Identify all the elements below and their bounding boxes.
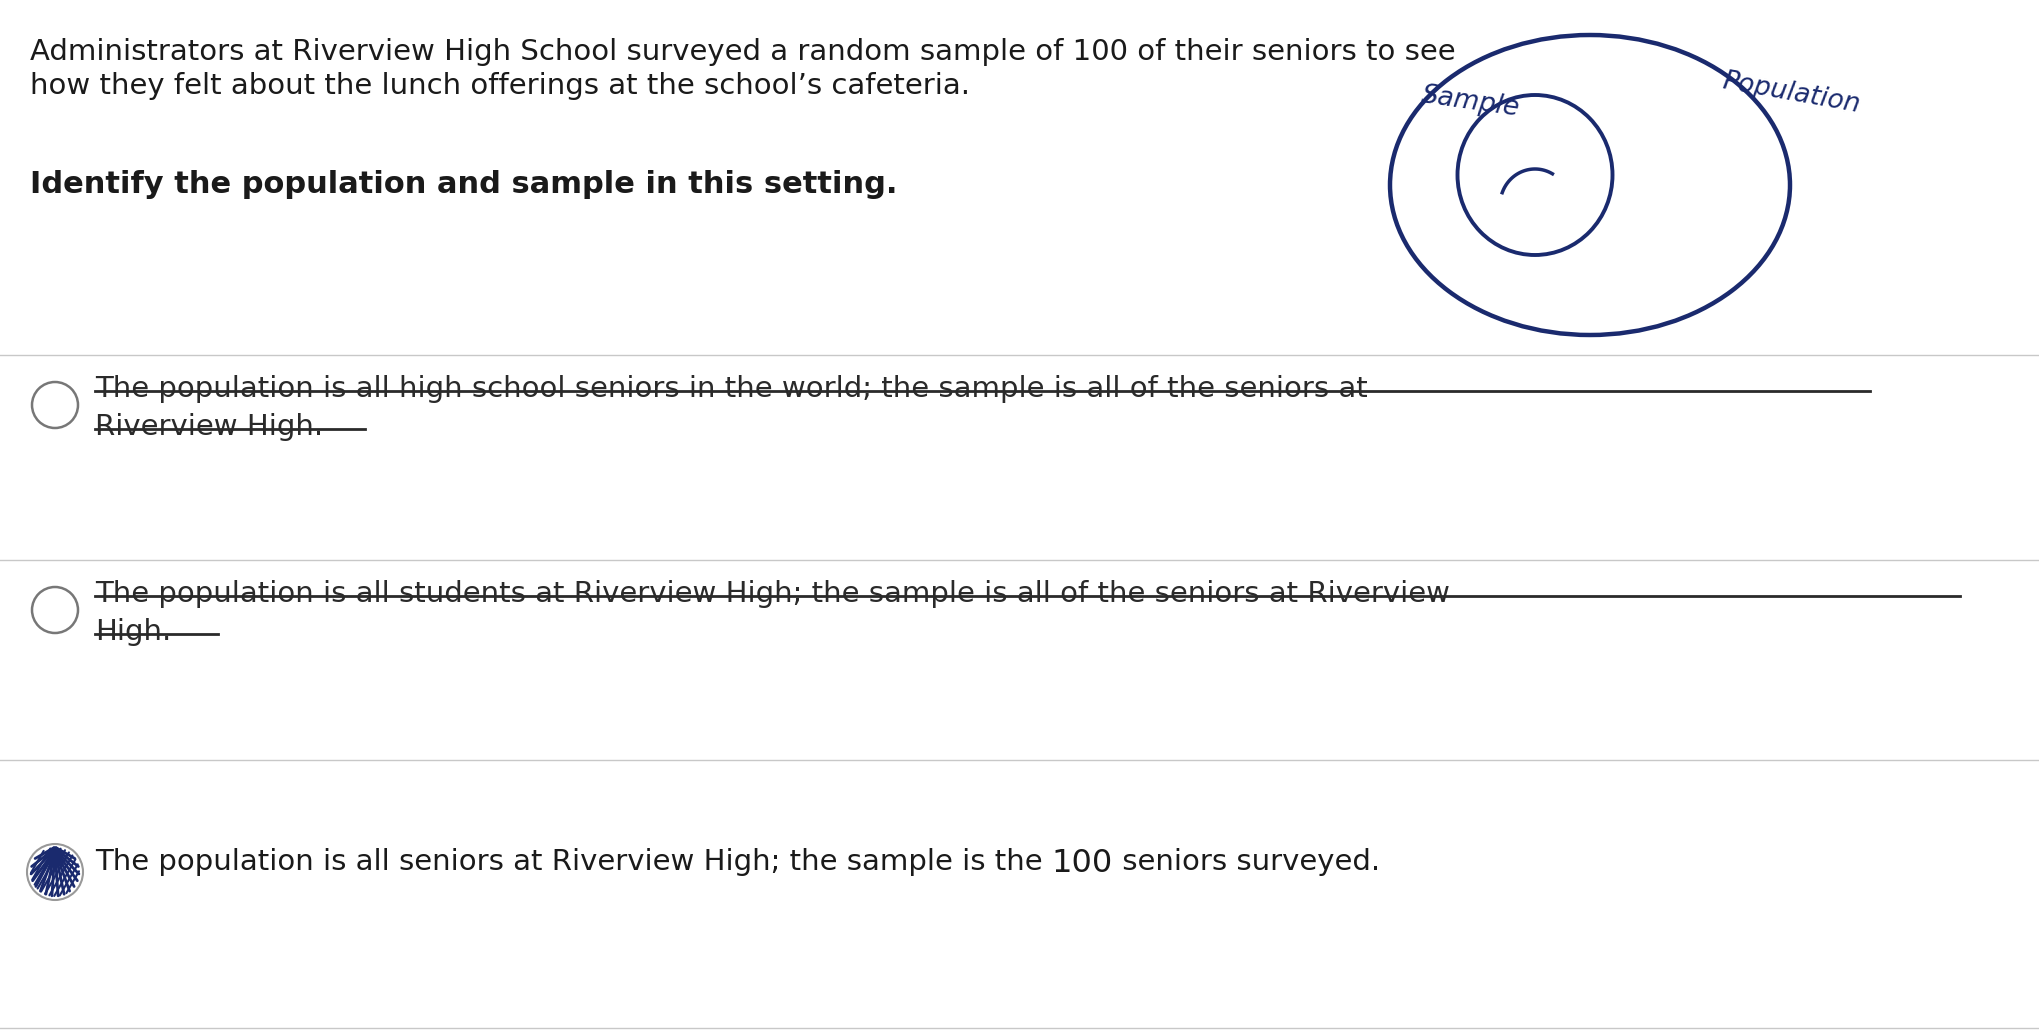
Text: seniors surveyed.: seniors surveyed. — [1113, 848, 1380, 876]
Text: Riverview High.: Riverview High. — [96, 413, 322, 441]
Text: 100: 100 — [1052, 848, 1113, 879]
Text: Identify the population and sample in this setting.: Identify the population and sample in th… — [31, 170, 897, 199]
Circle shape — [27, 844, 84, 900]
Text: Administrators at Riverview High School surveyed a random sample of 100 of their: Administrators at Riverview High School … — [31, 38, 1456, 66]
Text: Sample: Sample — [1419, 82, 1521, 121]
Text: The population is all seniors at Riverview High; the sample is the: The population is all seniors at Rivervi… — [96, 848, 1052, 876]
Text: The population is all students at Riverview High; the sample is all of the senio: The population is all students at Riverv… — [96, 580, 1450, 608]
Text: Population: Population — [1719, 68, 1862, 118]
Text: The population is all high school seniors in the world; the sample is all of the: The population is all high school senior… — [96, 375, 1366, 403]
Text: High.: High. — [96, 618, 171, 646]
Text: how they felt about the lunch offerings at the school’s cafeteria.: how they felt about the lunch offerings … — [31, 71, 969, 100]
